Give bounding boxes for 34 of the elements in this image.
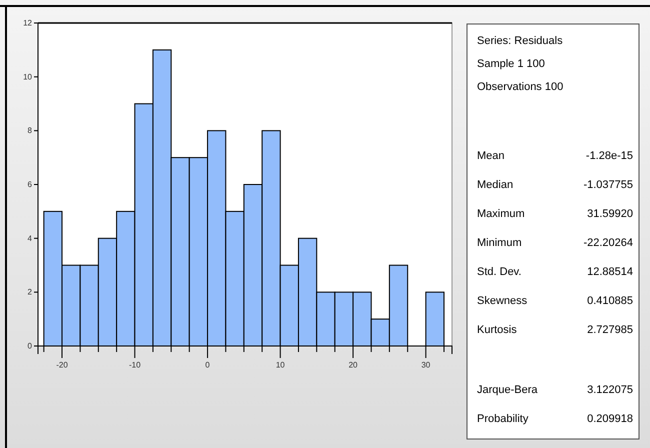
y-tick-label: 8 <box>28 126 33 136</box>
x-tick-label: 10 <box>276 360 286 370</box>
text: Mean <box>477 150 505 162</box>
text: 0.410885 <box>587 295 633 307</box>
text: 0.209918 <box>587 413 633 425</box>
text: Series: Residuals <box>477 35 564 47</box>
text: Minimum <box>477 237 522 249</box>
text: 2.727985 <box>587 324 633 336</box>
y-tick-label: 10 <box>23 72 33 82</box>
text: Probability <box>477 413 529 425</box>
text: -22.20264 <box>583 237 633 249</box>
x-tick-label: 30 <box>421 360 431 370</box>
text: Median <box>477 179 514 191</box>
text: Sample 1 100 <box>477 58 545 70</box>
x-tick-label: 20 <box>348 360 358 370</box>
x-tick-label: -10 <box>128 360 142 370</box>
text: Skewness <box>477 295 528 307</box>
y-tick-label: 2 <box>28 288 33 297</box>
text: Jarque-Bera <box>477 384 538 396</box>
text: 3.122075 <box>587 384 633 396</box>
y-tick-label: 4 <box>28 234 33 243</box>
text: 31.59920 <box>587 208 633 220</box>
text: -1.28e-15 <box>586 150 633 162</box>
text: Std. Dev. <box>477 266 522 278</box>
text: Kurtosis <box>477 324 518 336</box>
text: 12.88514 <box>587 266 633 278</box>
y-tick-label: 0 <box>28 342 33 351</box>
text: Maximum <box>477 208 525 220</box>
x-tick-label: -20 <box>56 360 68 370</box>
text: -1.037755 <box>583 179 633 191</box>
y-tick-label: 12 <box>23 18 33 28</box>
x-tick-label: 0 <box>205 360 210 370</box>
y-tick-label: 6 <box>28 180 33 190</box>
text: Observations 100 <box>477 81 564 93</box>
